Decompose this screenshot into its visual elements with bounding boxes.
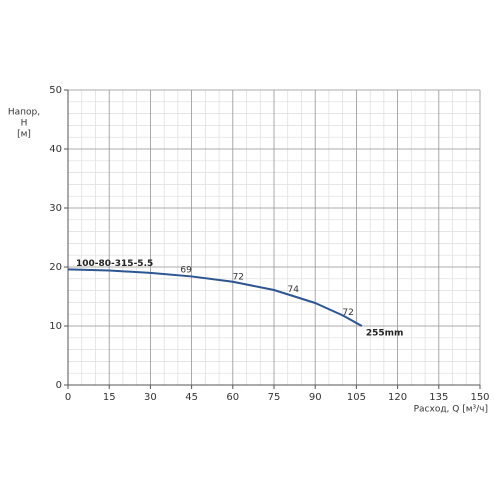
y-axis-label: Напор, xyxy=(8,108,40,118)
x-axis-label: Расход, Q [м³/ч] xyxy=(414,405,488,415)
curve-name: 100-80-315-5.5 xyxy=(76,259,153,269)
efficiency-label: 69 xyxy=(180,265,192,275)
curve xyxy=(67,268,363,327)
y-tick-label: 0 xyxy=(56,380,62,391)
efficiency-label: 72 xyxy=(233,272,244,282)
y-axis-label: H xyxy=(21,119,28,129)
x-tick-label: 30 xyxy=(144,392,157,403)
x-tick-label: 75 xyxy=(268,392,281,403)
x-tick-label: 150 xyxy=(470,392,489,403)
y-tick-label: 40 xyxy=(49,144,62,155)
x-tick-label: 45 xyxy=(185,392,198,403)
y-tick-label: 10 xyxy=(49,321,62,332)
y-axis-label: [м] xyxy=(17,130,31,140)
efficiency-label: 74 xyxy=(288,285,300,295)
x-tick-label: 0 xyxy=(65,392,71,403)
x-tick-label: 135 xyxy=(429,392,448,403)
x-tick-label: 15 xyxy=(103,392,116,403)
y-tick-label: 50 xyxy=(49,85,62,96)
y-tick-label: 30 xyxy=(49,203,62,214)
curve-end-label: 255mm xyxy=(366,329,404,339)
x-tick-label: 60 xyxy=(226,392,239,403)
x-tick-label: 120 xyxy=(388,392,407,403)
y-tick-label: 20 xyxy=(49,262,62,273)
efficiency-label: 72 xyxy=(342,308,353,318)
x-tick-label: 90 xyxy=(309,392,322,403)
x-tick-label: 105 xyxy=(347,392,366,403)
